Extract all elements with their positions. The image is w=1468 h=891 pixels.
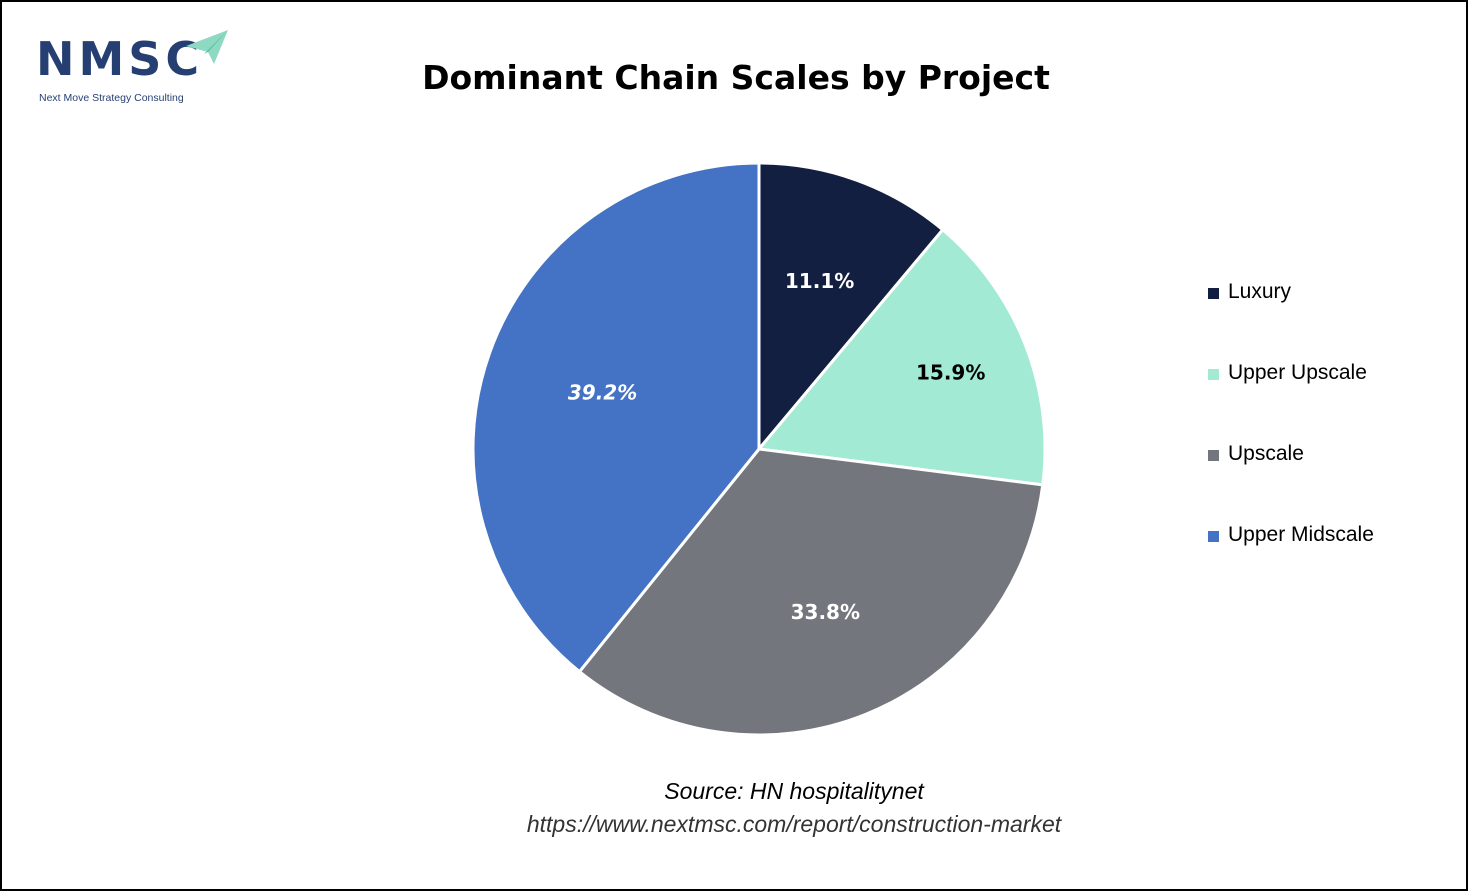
source-url[interactable]: https://www.nextmsc.com/report/construct… (526, 811, 1062, 837)
legend-label: Upper Upscale (1228, 361, 1367, 384)
data-label-upper-upscale: 15.9% (916, 360, 985, 384)
legend-swatch (1208, 288, 1219, 299)
data-label-upscale: 33.8% (791, 600, 860, 624)
chart-title: Dominant Chain Scales by Project (422, 58, 1050, 97)
pie-slice-upper-upscale[interactable] (756, 227, 1047, 487)
legend-swatch (1208, 450, 1219, 461)
legend-label: Upper Midscale (1228, 523, 1374, 546)
nmsc-logo: NMSC Next Move Strategy Consulting (36, 28, 236, 108)
logo-tagline: Next Move Strategy Consulting (39, 92, 184, 104)
legend-swatch (1208, 531, 1219, 542)
source-note: Source: HN hospitalitynet (664, 778, 924, 804)
pie-slice-upscale[interactable] (577, 447, 1045, 737)
paper-plane-icon (186, 30, 228, 64)
legend-swatch (1208, 369, 1219, 380)
pie-slice-upper-midscale[interactable] (471, 161, 761, 674)
legend-label: Upscale (1228, 442, 1304, 465)
data-label-luxury: 11.1% (785, 269, 854, 293)
legend-label: Luxury (1228, 280, 1292, 303)
logo-wordmark: NMSC (36, 32, 204, 86)
data-label-upper-midscale: 39.2% (568, 380, 637, 404)
pie-slice-luxury[interactable] (757, 161, 945, 454)
